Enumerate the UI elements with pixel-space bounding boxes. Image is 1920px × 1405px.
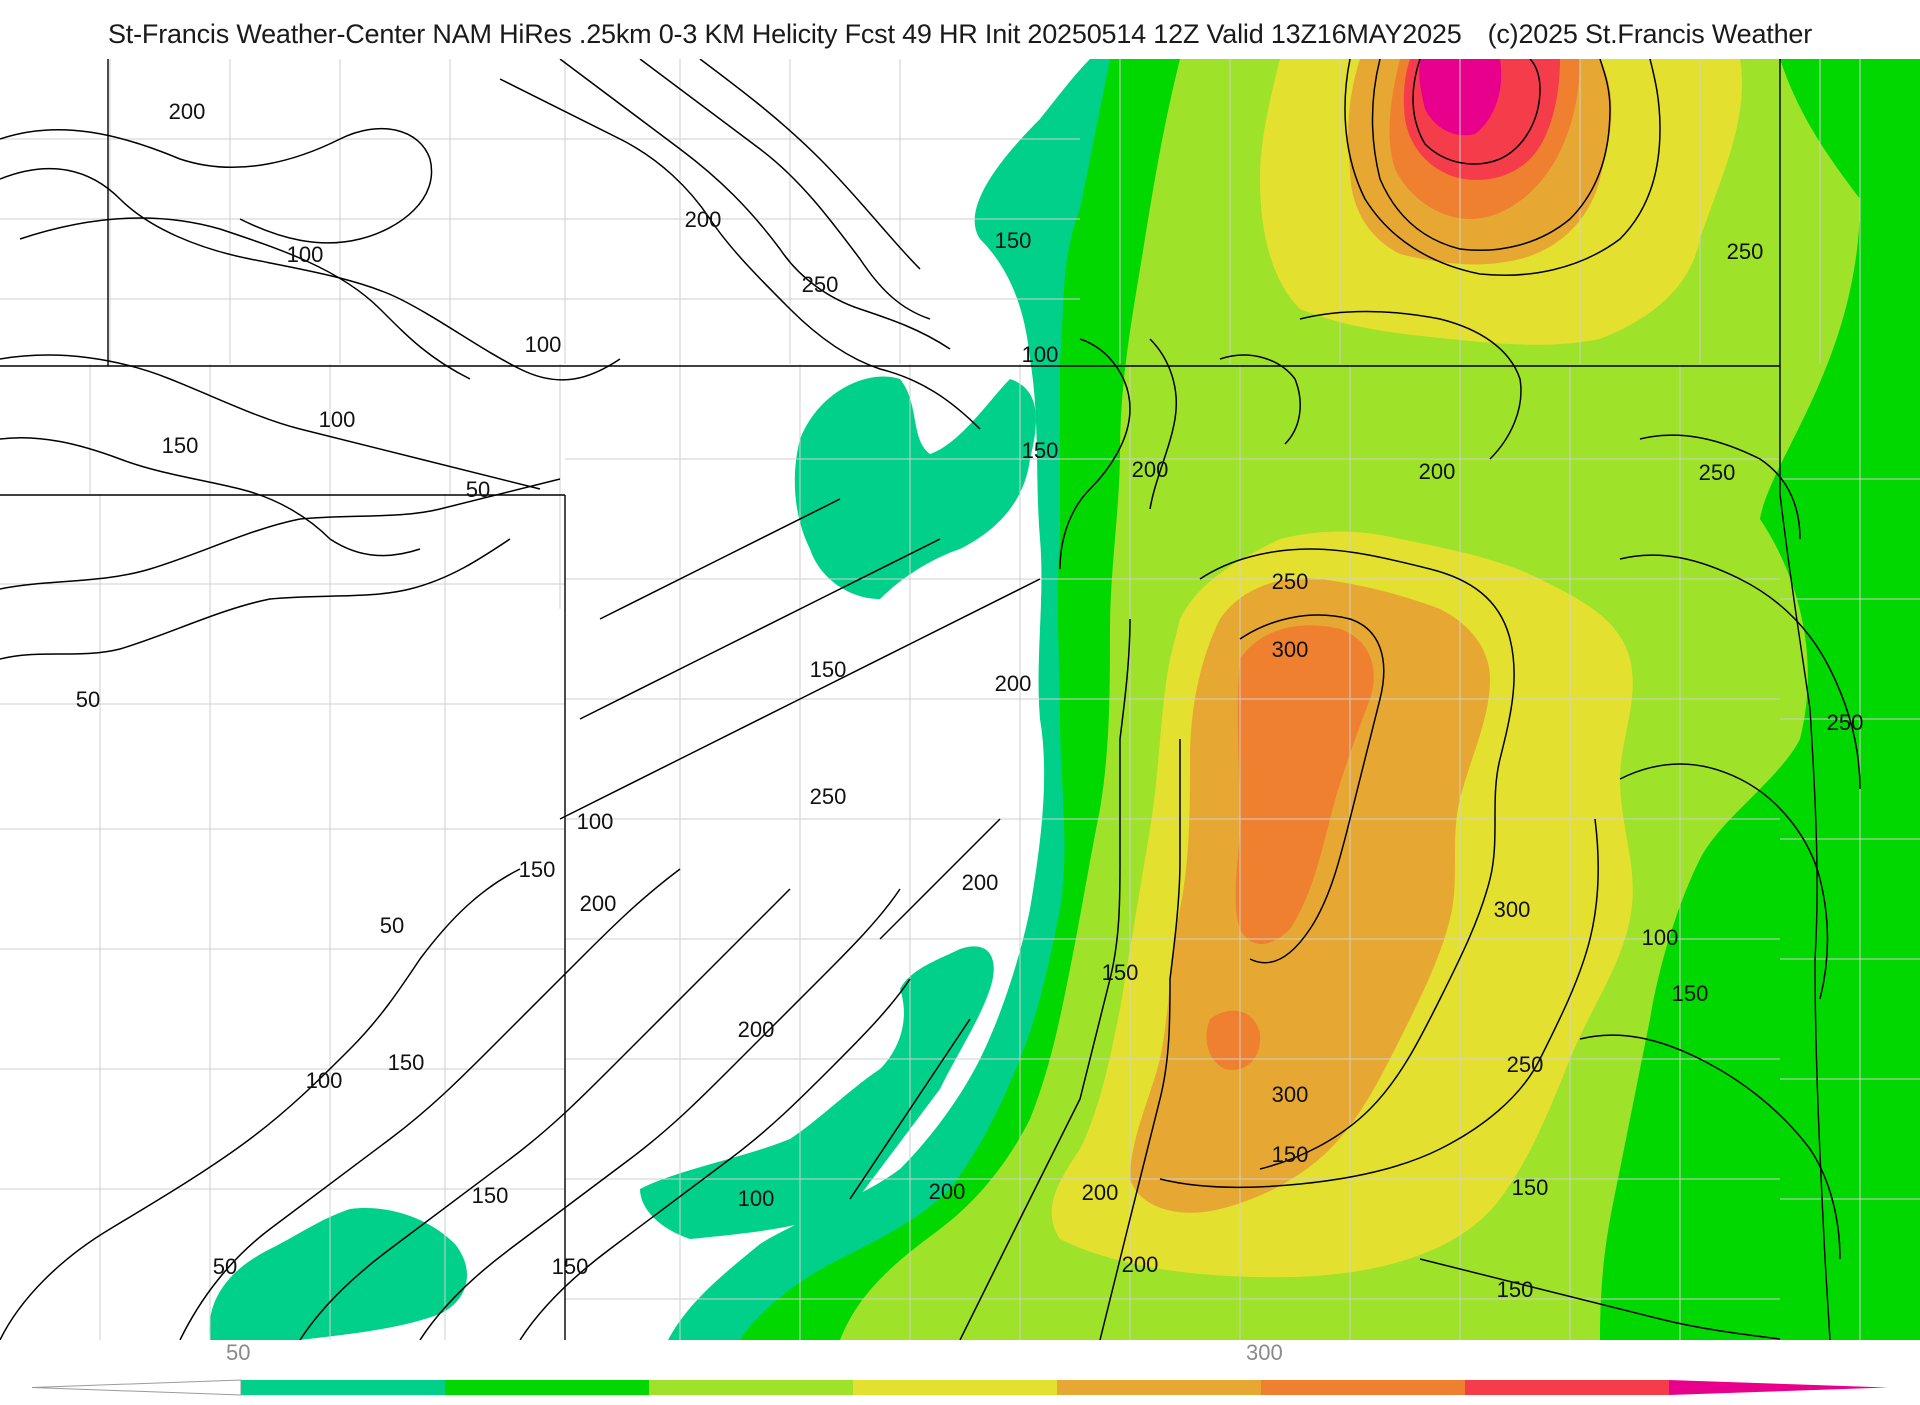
contour-label-50: 50: [213, 1254, 237, 1279]
boundary-vertical-east: [1779, 59, 1831, 1340]
contour-label-100: 100: [319, 407, 356, 432]
contour-label-150: 150: [1102, 960, 1139, 985]
contour-label-100: 100: [306, 1068, 343, 1093]
contour-label-200: 200: [685, 207, 722, 232]
contour-label-150: 150: [162, 433, 199, 458]
contour-label-150: 150: [388, 1050, 425, 1075]
county-lines: [0, 59, 1920, 1340]
contour-label-100: 100: [1642, 925, 1679, 950]
contour-label-100: 100: [287, 242, 324, 267]
contour-label-200: 200: [1132, 457, 1169, 482]
colorbar-bin-300: [1261, 1380, 1465, 1395]
colorbar-bin-250: [1057, 1380, 1261, 1395]
contour-label-200: 200: [1122, 1252, 1159, 1277]
helicity-contours: [0, 59, 1861, 1340]
fill-50-100-lobe: [794, 376, 1036, 599]
colorbar-bin-100: [445, 1380, 649, 1395]
contour-label-150: 150: [552, 1254, 589, 1279]
contour-label-150: 150: [1022, 438, 1059, 463]
contour-label-150: 150: [1512, 1175, 1549, 1200]
contour-label-300: 300: [1272, 1082, 1309, 1107]
contour-label-250: 250: [1699, 460, 1736, 485]
colorbar-under-arrow: [31, 1379, 242, 1396]
contour-label-200: 200: [962, 870, 999, 895]
contour-label-150: 150: [519, 857, 556, 882]
contour-label-250: 250: [1272, 569, 1309, 594]
colorbar-bin-200: [853, 1380, 1057, 1395]
contour-label-50: 50: [466, 477, 490, 502]
title-text: St-Francis Weather-Center NAM HiRes .25k…: [108, 18, 1462, 49]
contour-label-100: 100: [525, 332, 562, 357]
contour-label-150: 150: [1497, 1277, 1534, 1302]
copyright-text: (c)2025 St.Francis Weather: [1487, 18, 1813, 49]
contour-label-50: 50: [76, 687, 100, 712]
contour-label-200: 200: [738, 1017, 775, 1042]
fill-50-100-west: [209, 1208, 468, 1340]
colorbar-tick-50: 50: [226, 1340, 251, 1365]
colorbar-bin-50: [241, 1380, 445, 1395]
contour-label-250: 250: [810, 784, 847, 809]
colorbar-bin-350: [1465, 1380, 1669, 1395]
contour-label-100: 100: [1022, 342, 1059, 367]
colorbar: 50 300: [0, 1340, 1920, 1400]
colorbar-tick-300: 300: [1246, 1340, 1283, 1365]
contour-label-150: 150: [472, 1183, 509, 1208]
contour-label-200: 200: [995, 671, 1032, 696]
colorbar-over-arrow: [1669, 1380, 1888, 1395]
state-boundaries: [0, 59, 1831, 1340]
fill-50-100-mid: [640, 946, 994, 1239]
contour-label-150: 150: [810, 657, 847, 682]
helicity-map: 200 150 100 200 250 100 100 150 100 50 50 250 150 200…: [0, 59, 1920, 1340]
map-title: St-Francis Weather-Center NAM HiRes .25k…: [0, 14, 1920, 54]
contour-label-300: 300: [1494, 897, 1531, 922]
colorbar-bins: [31, 1379, 1888, 1396]
fill-300-350-south: [1235, 625, 1374, 944]
contour-label-250: 250: [1507, 1052, 1544, 1077]
contour-label-150: 150: [1672, 981, 1709, 1006]
fill-300-350-blob: [1206, 1010, 1261, 1070]
colorbar-bin-150: [649, 1380, 853, 1395]
contour-label-50: 50: [380, 913, 404, 938]
contour-label-250: 250: [1727, 239, 1764, 264]
contour-label-200: 200: [929, 1179, 966, 1204]
contour-label-150: 150: [995, 228, 1032, 253]
contour-label-100: 100: [738, 1186, 775, 1211]
contour-label-100: 100: [577, 809, 614, 834]
contour-label-150: 150: [1272, 1142, 1309, 1167]
contour-label-200: 200: [169, 99, 206, 124]
contour-label-200: 200: [580, 891, 617, 916]
contour-labels: 200 150 100 200 250 100 100 150 100 50 50 250 150 200…: [76, 99, 1864, 1302]
contour-label-200: 200: [1082, 1180, 1119, 1205]
contour-label-250: 250: [1827, 710, 1864, 735]
contour-label-300: 300: [1272, 637, 1309, 662]
contour-label-200: 200: [1419, 459, 1456, 484]
contour-label-250: 250: [802, 272, 839, 297]
